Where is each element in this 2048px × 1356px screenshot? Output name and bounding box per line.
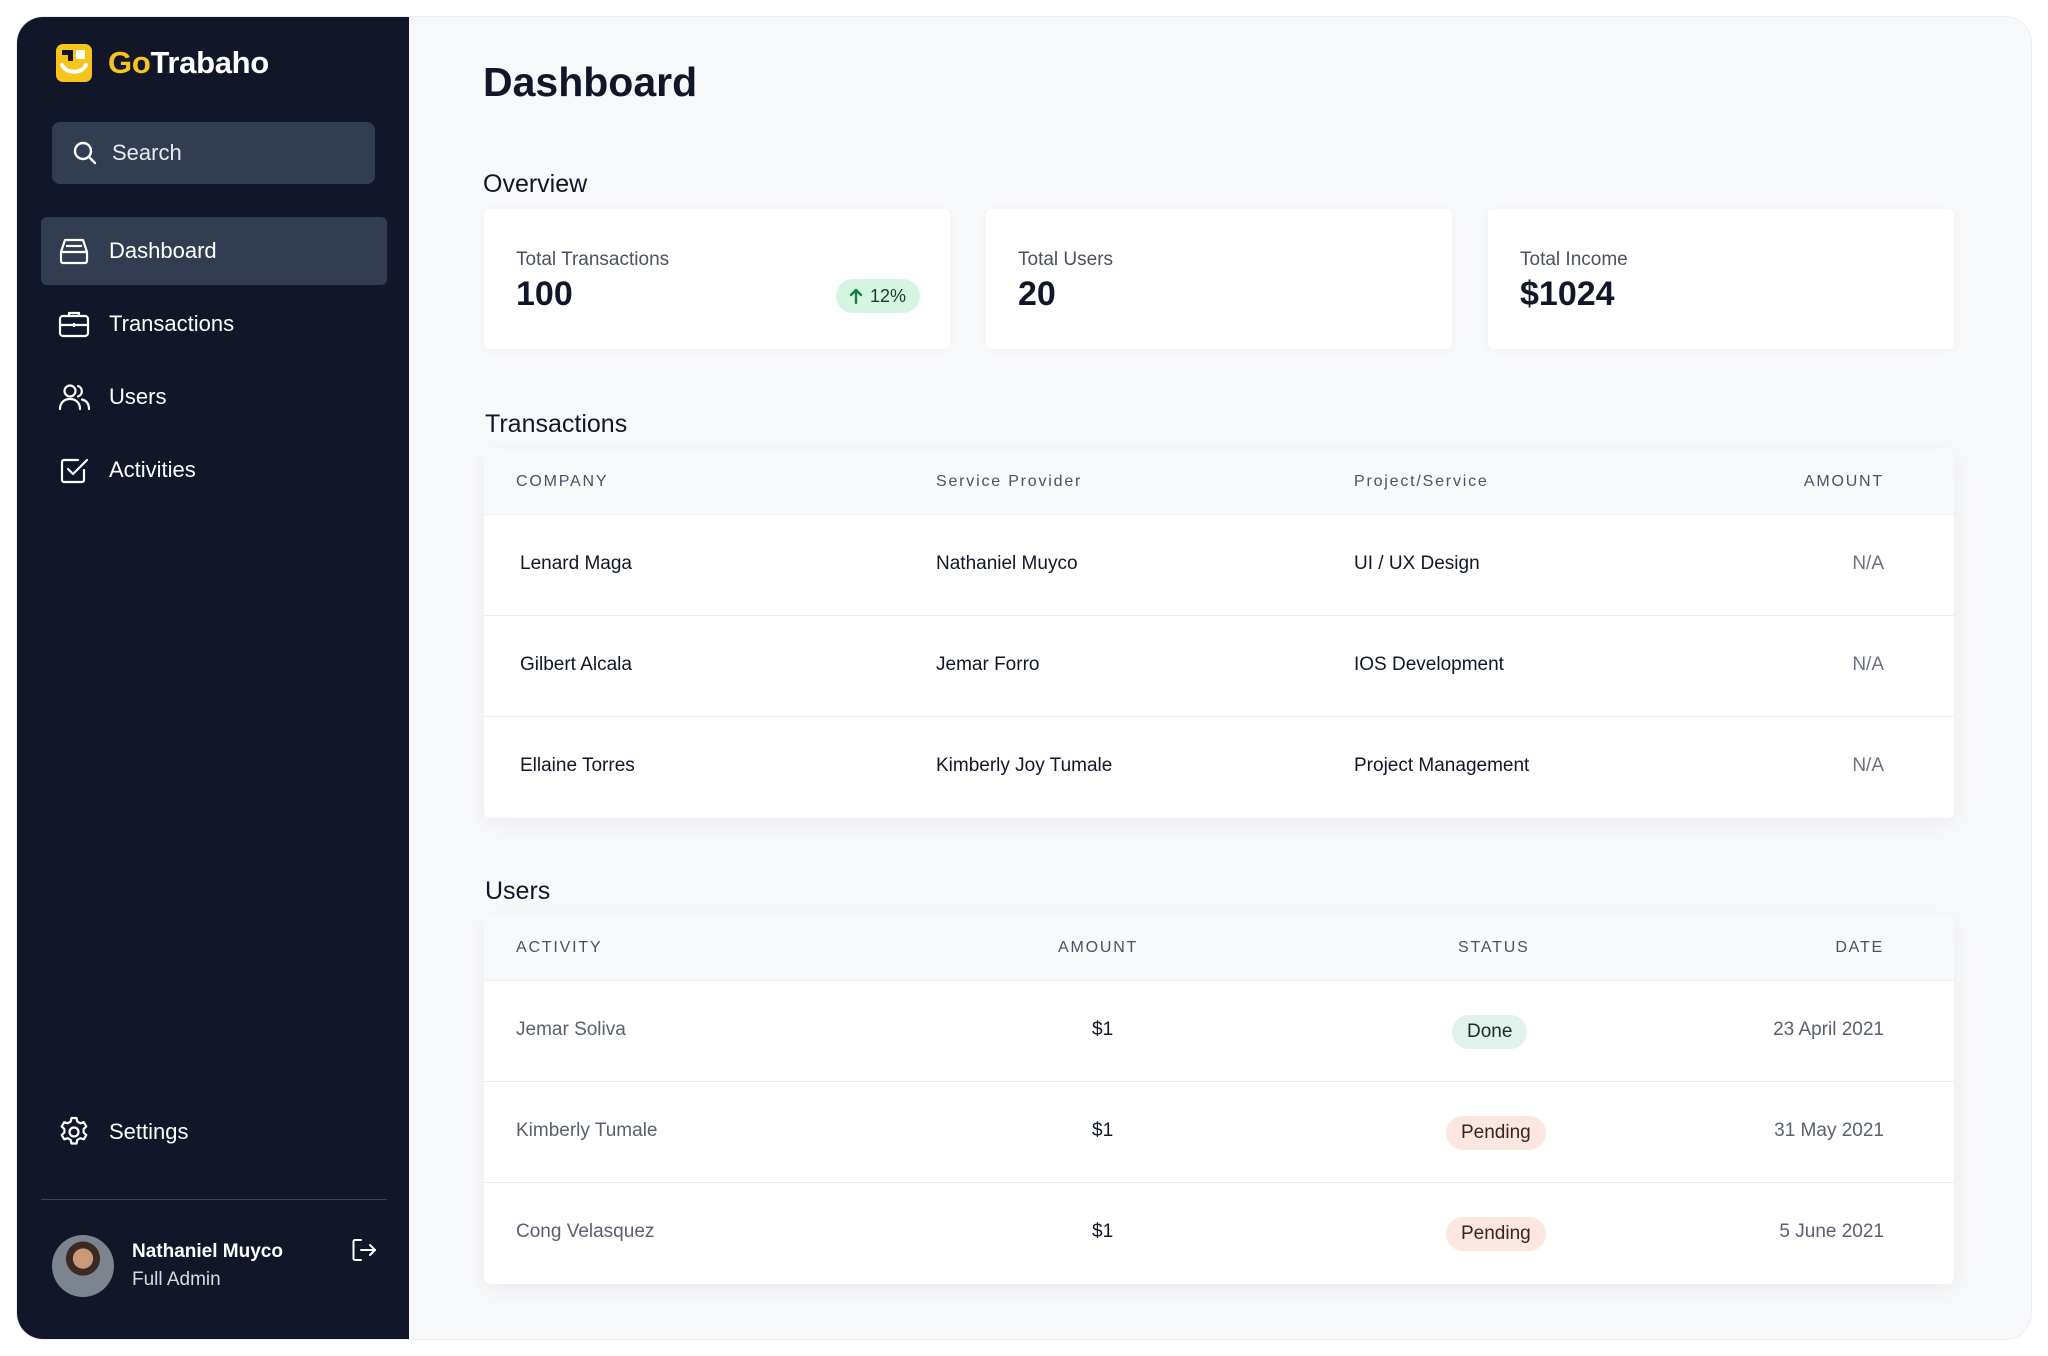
status-label: Pending bbox=[1461, 1122, 1531, 1143]
sidebar-item-label: Transactions bbox=[109, 311, 235, 336]
status-badge: Done bbox=[1452, 1015, 1528, 1049]
cell-date: 5 June 2021 bbox=[1779, 1221, 1884, 1242]
column-header-date[interactable]: DATE bbox=[1835, 939, 1884, 956]
column-header-amount[interactable]: AMOUNT bbox=[1058, 939, 1139, 956]
cell-amount: N/A bbox=[1852, 755, 1884, 776]
sidebar-item-label: Dashboard bbox=[109, 238, 217, 263]
stat-card-users: Total Users 20 bbox=[986, 209, 1452, 349]
stat-value: $1024 bbox=[1520, 275, 1615, 313]
cell-project: UI / UX Design bbox=[1354, 553, 1480, 574]
brand-name-go: Go bbox=[108, 45, 151, 80]
sidebar-item-transactions[interactable]: Transactions bbox=[41, 290, 387, 358]
users-title: Users bbox=[485, 877, 551, 905]
cell-amount: $1 bbox=[1092, 1120, 1114, 1141]
overview-title: Overview bbox=[483, 170, 588, 198]
users-icon bbox=[58, 384, 91, 411]
cell-project: Project Management bbox=[1354, 755, 1530, 776]
stat-value: 20 bbox=[1018, 275, 1056, 313]
trend-value: 12% bbox=[869, 285, 906, 306]
column-header-service-provider[interactable]: Service Provider bbox=[936, 473, 1083, 490]
cell-amount: N/A bbox=[1852, 654, 1884, 675]
avatar bbox=[52, 1235, 114, 1297]
cell-project: IOS Development bbox=[1354, 654, 1504, 675]
cell-amount: $1 bbox=[1092, 1221, 1114, 1242]
cell-activity: Kimberly Tumale bbox=[516, 1120, 658, 1141]
cell-date: 23 April 2021 bbox=[1773, 1019, 1884, 1040]
brand-logo[interactable]: GoTrabaho bbox=[52, 41, 269, 85]
gear-icon bbox=[60, 1116, 88, 1145]
sidebar-item-label: Activities bbox=[109, 457, 196, 482]
table-row[interactable]: Kimberly Tumale $1 Pending 31 May 2021 bbox=[484, 1082, 1954, 1183]
search-icon bbox=[73, 141, 97, 165]
sidebar: GoTrabaho Dashboard Transactions bbox=[17, 17, 409, 1339]
app-window: GoTrabaho Dashboard Transactions bbox=[17, 17, 2031, 1339]
logout-icon[interactable] bbox=[349, 1235, 379, 1265]
transactions-table: COMPANY Service Provider Project/Service… bbox=[484, 449, 1954, 818]
status-badge: Pending bbox=[1446, 1217, 1546, 1251]
inbox-tray-icon bbox=[59, 238, 89, 265]
cell-amount: N/A bbox=[1852, 553, 1884, 574]
cell-date: 31 May 2021 bbox=[1774, 1120, 1884, 1141]
sidebar-item-activities[interactable]: Activities bbox=[41, 436, 387, 504]
stat-label: Total Users bbox=[1018, 249, 1114, 270]
stat-value: 100 bbox=[516, 275, 573, 313]
profile-role: Full Admin bbox=[132, 1269, 221, 1290]
sidebar-item-dashboard[interactable]: Dashboard bbox=[41, 217, 387, 285]
profile-name: Nathaniel Muyco bbox=[132, 1241, 283, 1262]
cell-activity: Cong Velasquez bbox=[516, 1221, 655, 1242]
column-header-status[interactable]: STATUS bbox=[1458, 939, 1530, 956]
table-header: ACTIVITY AMOUNT STATUS DATE bbox=[484, 915, 1954, 981]
sidebar-item-label: Users bbox=[109, 384, 167, 409]
users-table: ACTIVITY AMOUNT STATUS DATE Jemar Soliva… bbox=[484, 915, 1954, 1284]
stat-label: Total Transactions bbox=[516, 249, 670, 270]
main-content: Dashboard Overview Total Transactions 10… bbox=[17, 17, 2031, 1339]
trend-badge: 12% bbox=[835, 279, 920, 313]
cell-company: Ellaine Torres bbox=[520, 755, 635, 776]
briefcase-icon bbox=[58, 311, 90, 338]
sidebar-item-settings[interactable]: Settings bbox=[41, 1098, 387, 1166]
user-profile[interactable]: Nathaniel Muyco Full Admin bbox=[52, 1231, 387, 1301]
brand-name-trabaho: Trabaho bbox=[150, 45, 269, 80]
cell-activity: Jemar Soliva bbox=[516, 1019, 626, 1040]
cell-provider: Nathaniel Muyco bbox=[936, 553, 1078, 574]
stat-label: Total Income bbox=[1520, 249, 1628, 270]
cell-amount: $1 bbox=[1092, 1019, 1114, 1040]
sidebar-divider bbox=[41, 1199, 387, 1200]
table-header: COMPANY Service Provider Project/Service… bbox=[484, 449, 1954, 515]
search-box[interactable] bbox=[52, 122, 375, 184]
table-row[interactable]: Lenard Maga Nathaniel Muyco UI / UX Desi… bbox=[484, 515, 1954, 616]
arrow-up-icon bbox=[849, 288, 863, 305]
column-header-activity[interactable]: ACTIVITY bbox=[516, 939, 603, 956]
column-header-company[interactable]: COMPANY bbox=[516, 473, 609, 490]
brand-name: GoTrabaho bbox=[108, 45, 269, 81]
column-header-project[interactable]: Project/Service bbox=[1354, 473, 1489, 490]
cell-provider: Jemar Forro bbox=[936, 654, 1040, 675]
table-row[interactable]: Cong Velasquez $1 Pending 5 June 2021 bbox=[484, 1183, 1954, 1284]
sidebar-item-label: Settings bbox=[109, 1119, 189, 1144]
table-row[interactable]: Ellaine Torres Kimberly Joy Tumale Proje… bbox=[484, 717, 1954, 818]
brand-logo-icon bbox=[56, 44, 92, 82]
status-label: Done bbox=[1467, 1021, 1513, 1042]
status-label: Pending bbox=[1461, 1223, 1531, 1244]
check-square-icon bbox=[60, 458, 89, 484]
stat-card-income: Total Income $1024 bbox=[1488, 209, 1954, 349]
status-badge: Pending bbox=[1446, 1116, 1546, 1150]
column-header-amount[interactable]: AMOUNT bbox=[1803, 473, 1884, 490]
transactions-title: Transactions bbox=[485, 410, 628, 438]
stat-card-transactions: Total Transactions 100 12% bbox=[484, 209, 950, 349]
cell-company: Gilbert Alcala bbox=[520, 654, 632, 675]
table-row[interactable]: Jemar Soliva $1 Done 23 April 2021 bbox=[484, 981, 1954, 1082]
search-input[interactable] bbox=[112, 140, 352, 166]
cell-company: Lenard Maga bbox=[520, 553, 632, 574]
cell-provider: Kimberly Joy Tumale bbox=[936, 755, 1113, 776]
table-row[interactable]: Gilbert Alcala Jemar Forro IOS Developme… bbox=[484, 616, 1954, 717]
sidebar-item-users[interactable]: Users bbox=[41, 363, 387, 431]
page-title: Dashboard bbox=[483, 59, 698, 105]
